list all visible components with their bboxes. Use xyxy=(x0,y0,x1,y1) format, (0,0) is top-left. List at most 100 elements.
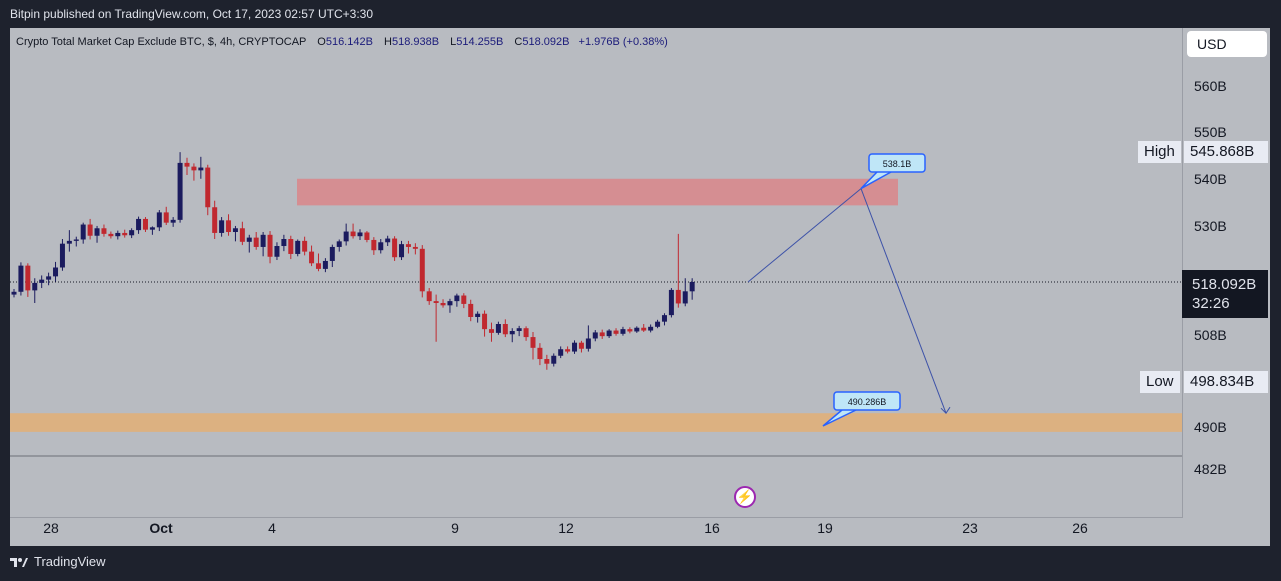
candle-body xyxy=(53,267,59,277)
candle-body xyxy=(655,321,661,327)
candle-body xyxy=(440,302,446,306)
candle-body xyxy=(385,238,391,243)
candle-body xyxy=(558,349,564,356)
open-label: O xyxy=(317,36,326,48)
candle-body xyxy=(482,313,488,330)
candle-body xyxy=(59,243,65,268)
time-tick-label: 16 xyxy=(704,520,720,536)
candle-body xyxy=(232,228,238,233)
candle-body xyxy=(329,246,335,261)
support-zone xyxy=(10,413,1182,432)
candle-body xyxy=(198,167,204,171)
candle-body xyxy=(613,330,619,334)
candle-body xyxy=(260,234,266,247)
target-down-callout-text: 490.286B xyxy=(848,397,887,407)
candle-body xyxy=(530,337,536,348)
candle-body xyxy=(80,224,86,240)
candle-body xyxy=(288,239,294,254)
currency-selector[interactable]: USD xyxy=(1187,31,1267,57)
projection-arrowhead xyxy=(940,406,951,414)
candle-body xyxy=(108,233,114,237)
candle-body xyxy=(25,265,31,291)
resistance-zone xyxy=(297,178,898,206)
low-marker-label: Low xyxy=(1140,371,1180,393)
candle-body xyxy=(129,230,135,236)
candle-body xyxy=(468,303,474,317)
candle-body xyxy=(537,347,543,360)
time-tick-label: 26 xyxy=(1072,520,1088,536)
high-value: 518.938B xyxy=(391,36,440,48)
candle-body xyxy=(634,327,640,332)
candle-body xyxy=(101,228,107,234)
price-tick-label: 560B xyxy=(1194,78,1227,94)
candle-body xyxy=(177,162,183,220)
candle-body xyxy=(170,219,176,223)
high-label: H xyxy=(384,36,392,48)
candle-body xyxy=(675,289,681,304)
low-value: 514.255B xyxy=(456,36,504,48)
candle-body xyxy=(648,326,654,331)
price-tick-label: 540B xyxy=(1194,171,1227,187)
candle-body xyxy=(606,330,612,337)
candle-body xyxy=(267,234,273,257)
candle-body xyxy=(66,240,72,244)
candle-body xyxy=(454,295,460,302)
candle-body xyxy=(412,246,418,249)
candle-body xyxy=(343,231,349,242)
countdown-timer: 32:26 xyxy=(1192,295,1230,312)
candle-body xyxy=(274,246,280,257)
current-price-value: 518.092B xyxy=(1192,276,1257,293)
candle-body xyxy=(572,342,578,352)
candle-body xyxy=(39,279,45,283)
price-tick-label: 530B xyxy=(1194,218,1227,234)
candle-body xyxy=(495,324,501,333)
candle-body xyxy=(461,295,467,304)
candle-body xyxy=(239,228,245,242)
candle-body xyxy=(620,329,626,334)
time-axis-divider xyxy=(10,517,1182,518)
publisher-header: Bitpin published on TradingView.com, Oct… xyxy=(10,7,374,21)
candle-body xyxy=(246,237,252,242)
symbol-title[interactable]: Crypto Total Market Cap Exclude BTC, $, … xyxy=(16,36,307,48)
candle-body xyxy=(219,220,225,233)
chart-panel[interactable]: Crypto Total Market Cap Exclude BTC, $, … xyxy=(10,28,1270,546)
candle-body xyxy=(309,251,315,264)
candle-body xyxy=(627,329,633,332)
candle-body xyxy=(226,220,232,233)
candle-body xyxy=(191,166,197,171)
price-tick-label: 508B xyxy=(1194,327,1227,343)
projection-down-line xyxy=(860,188,947,414)
candle-body xyxy=(378,242,384,251)
high-marker-label: High xyxy=(1138,141,1181,163)
candle-body xyxy=(73,239,79,241)
candle-body xyxy=(115,232,121,237)
current-price-tag: 518.092B 32:26 xyxy=(1182,270,1268,318)
candle-body xyxy=(592,332,598,339)
low-marker-value: 498.834B xyxy=(1184,371,1268,393)
candle-body xyxy=(641,327,647,331)
plot-area[interactable]: Crypto Total Market Cap Exclude BTC, $, … xyxy=(10,28,1182,518)
candle-body xyxy=(163,212,169,223)
candle-body xyxy=(32,282,38,291)
candle-body xyxy=(565,349,571,352)
candle-body xyxy=(523,328,529,338)
price-tick-label: 482B xyxy=(1194,461,1227,477)
projection-up-line xyxy=(747,188,862,283)
candle-body xyxy=(405,244,411,247)
time-tick-label: Oct xyxy=(149,520,173,536)
candle-body xyxy=(516,328,522,332)
candle-body xyxy=(544,359,550,364)
time-tick-label: 19 xyxy=(817,520,833,536)
candle-body xyxy=(205,167,211,208)
event-lightning-icon[interactable]: ⚡ xyxy=(734,486,756,508)
close-label: C xyxy=(514,36,523,48)
candle-body xyxy=(46,276,52,280)
candle-body xyxy=(488,329,494,333)
tradingview-branding[interactable]: TradingView xyxy=(10,554,106,569)
candle-body xyxy=(136,218,142,231)
time-tick-label: 12 xyxy=(558,520,574,536)
target-down-callout-pointer xyxy=(822,409,857,427)
candle-body xyxy=(682,291,688,304)
candle-body xyxy=(475,313,481,317)
